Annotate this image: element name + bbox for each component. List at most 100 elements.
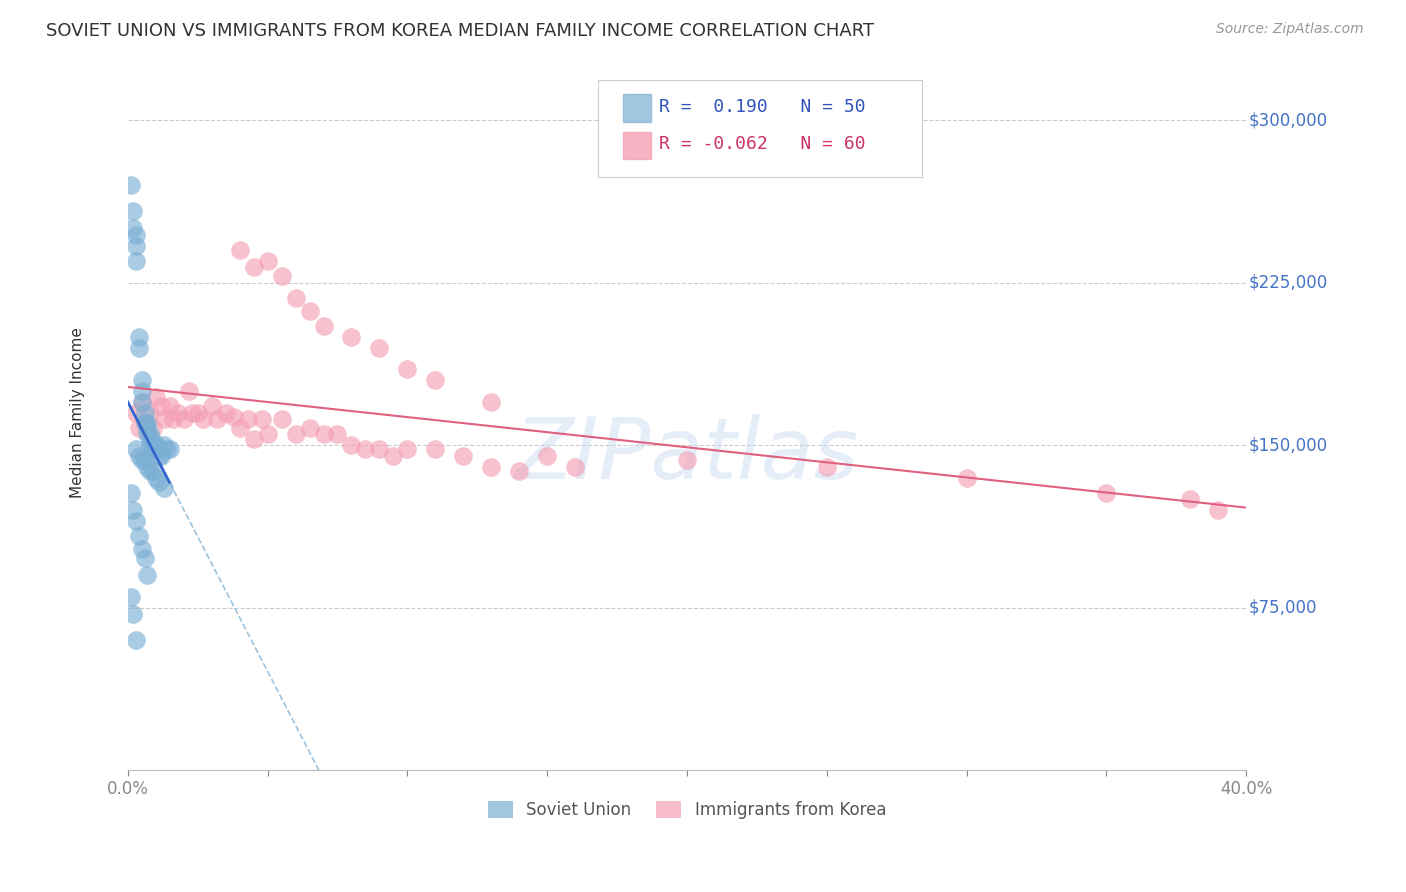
Point: [236, 412, 259, 426]
Point: [145, 470, 167, 484]
Point: [125, 442, 148, 457]
Point: [425, 442, 447, 457]
Point: [128, 449, 150, 463]
Point: [425, 373, 447, 387]
Point: [125, 239, 148, 253]
Point: [326, 427, 349, 442]
Bar: [623, 95, 651, 121]
Point: [128, 421, 150, 435]
Point: [340, 438, 363, 452]
Point: [128, 529, 150, 543]
Text: R = -0.062   N = 60: R = -0.062 N = 60: [659, 136, 866, 153]
FancyBboxPatch shape: [598, 80, 922, 177]
Point: [368, 442, 391, 457]
Point: [270, 269, 292, 284]
Text: Median Family Income: Median Family Income: [70, 327, 84, 498]
Point: [122, 204, 145, 219]
Point: [153, 438, 176, 452]
Point: [136, 459, 159, 474]
Point: [153, 412, 176, 426]
Point: [150, 449, 173, 463]
Point: [479, 394, 502, 409]
Point: [139, 406, 162, 420]
Point: [815, 459, 838, 474]
Point: [173, 412, 195, 426]
Point: [167, 406, 190, 420]
Point: [340, 330, 363, 344]
Point: [201, 399, 224, 413]
Point: [284, 427, 307, 442]
Point: [148, 442, 170, 457]
Point: [256, 427, 278, 442]
Point: [153, 482, 176, 496]
Point: [256, 254, 278, 268]
Point: [148, 449, 170, 463]
Point: [284, 291, 307, 305]
Point: [228, 243, 250, 257]
Text: SOVIET UNION VS IMMIGRANTS FROM KOREA MEDIAN FAMILY INCOME CORRELATION CHART: SOVIET UNION VS IMMIGRANTS FROM KOREA ME…: [46, 22, 875, 40]
Point: [134, 417, 156, 431]
Point: [125, 633, 148, 648]
Bar: [623, 132, 651, 159]
Point: [479, 459, 502, 474]
Point: [453, 449, 475, 463]
Point: [122, 503, 145, 517]
Point: [125, 254, 148, 268]
Point: [312, 318, 335, 333]
Point: [136, 427, 159, 442]
Point: [145, 442, 167, 457]
Text: $225,000: $225,000: [1249, 274, 1327, 292]
Point: [179, 384, 201, 398]
Point: [150, 399, 173, 413]
Point: [139, 432, 162, 446]
Point: [956, 470, 979, 484]
Point: [382, 449, 405, 463]
Point: [134, 453, 156, 467]
Point: [214, 406, 236, 420]
Point: [131, 384, 153, 398]
Point: [136, 568, 159, 582]
Text: $75,000: $75,000: [1249, 599, 1317, 616]
Point: [131, 453, 153, 467]
Point: [139, 438, 162, 452]
Point: [298, 303, 321, 318]
Point: [142, 442, 165, 457]
Point: [162, 412, 184, 426]
Point: [134, 417, 156, 431]
Point: [125, 406, 148, 420]
Point: [142, 434, 165, 448]
Point: [222, 409, 245, 424]
Point: [125, 227, 148, 242]
Point: [354, 442, 377, 457]
Point: [145, 391, 167, 405]
Point: [159, 442, 181, 457]
Point: [139, 427, 162, 442]
Point: [120, 485, 142, 500]
Point: [250, 412, 273, 426]
Point: [1208, 503, 1230, 517]
Point: [125, 514, 148, 528]
Point: [145, 438, 167, 452]
Point: [396, 362, 419, 376]
Point: [131, 394, 153, 409]
Point: [368, 341, 391, 355]
Point: [131, 373, 153, 387]
Point: [181, 406, 204, 420]
Point: [536, 449, 558, 463]
Point: [207, 412, 229, 426]
Point: [242, 260, 264, 275]
Point: [134, 550, 156, 565]
Point: [131, 394, 153, 409]
Point: [187, 406, 209, 420]
Point: [1180, 492, 1202, 507]
Point: [128, 341, 150, 355]
Point: [122, 607, 145, 621]
Point: [242, 432, 264, 446]
Text: R =  0.190   N = 50: R = 0.190 N = 50: [659, 98, 866, 116]
Point: [508, 464, 530, 478]
Point: [134, 406, 156, 420]
Legend: Soviet Union, Immigrants from Korea: Soviet Union, Immigrants from Korea: [481, 795, 893, 826]
Point: [148, 475, 170, 489]
Point: [396, 442, 419, 457]
Point: [1095, 485, 1118, 500]
